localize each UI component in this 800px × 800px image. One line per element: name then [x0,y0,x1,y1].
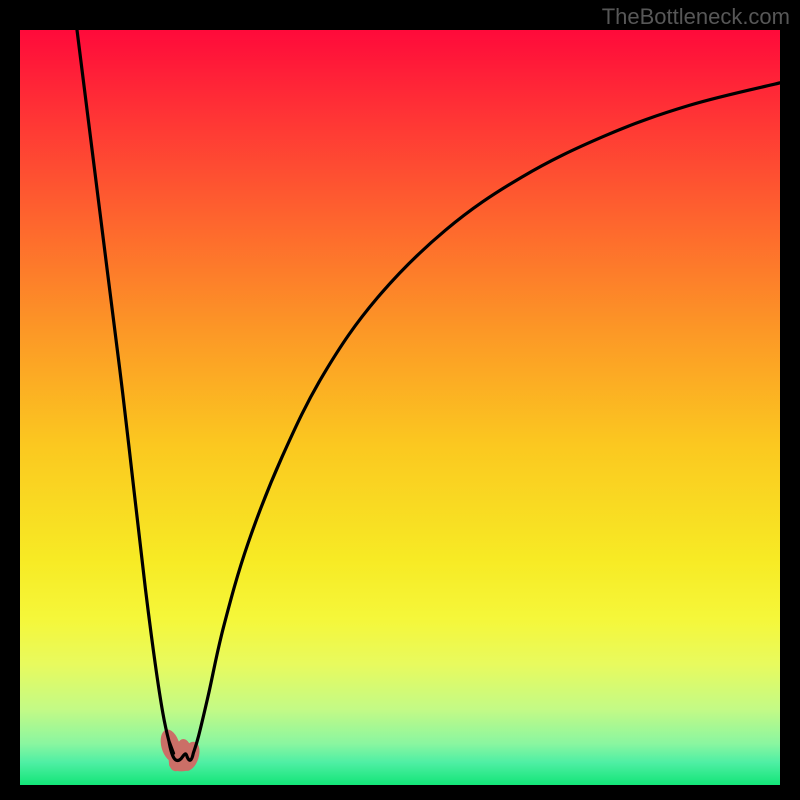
gradient-background [20,30,780,785]
watermark-text: TheBottleneck.com [602,4,790,30]
chart-container: TheBottleneck.com [0,0,800,800]
bottleneck-chart [0,0,800,800]
